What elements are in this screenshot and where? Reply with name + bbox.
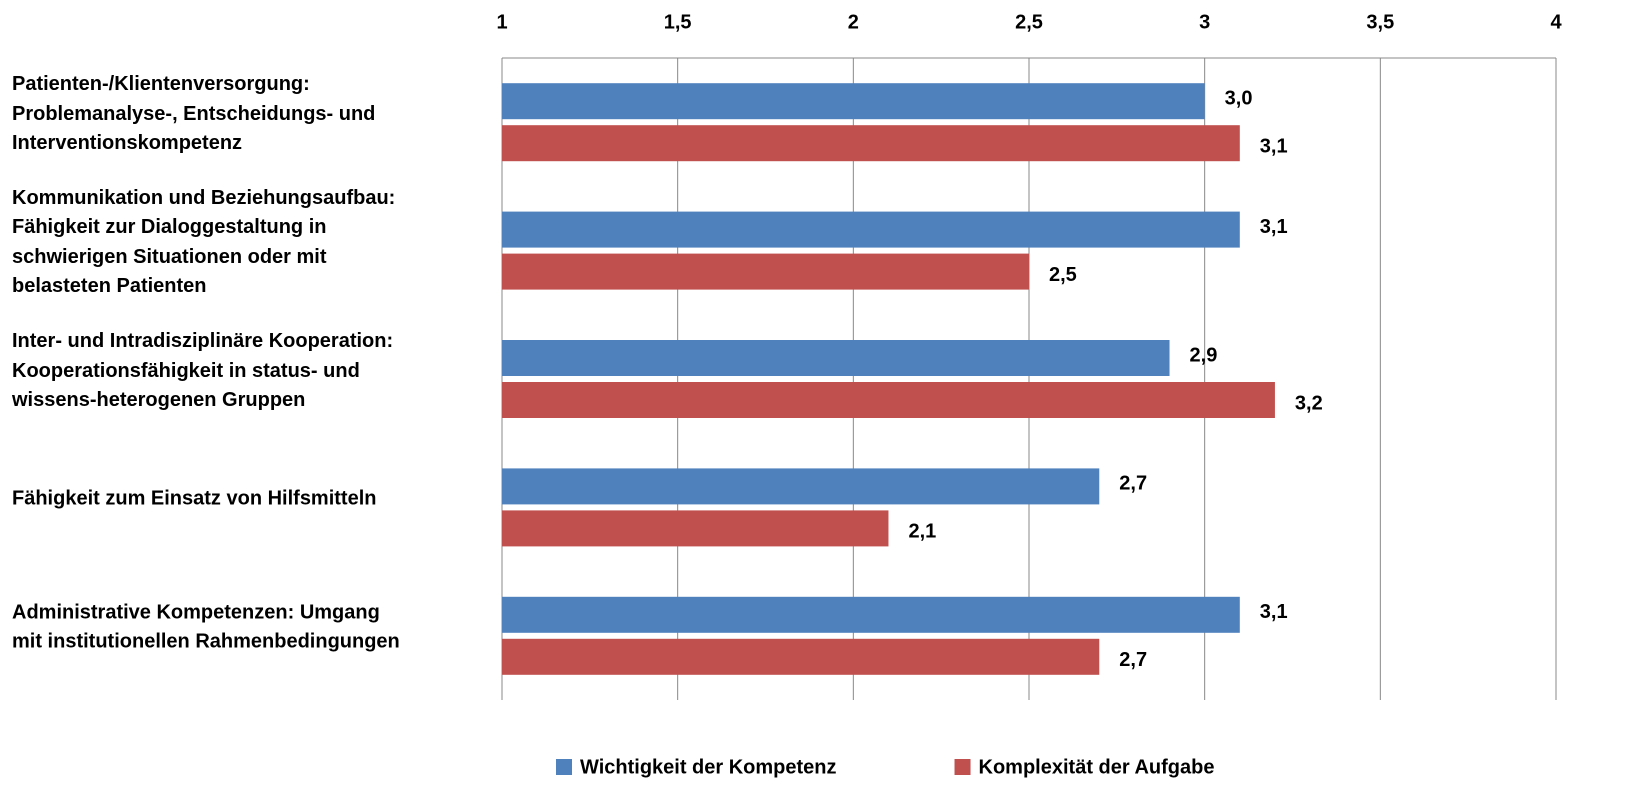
bar <box>502 253 1029 290</box>
data-label: 2,9 <box>1190 344 1218 366</box>
x-tick-label: 1 <box>496 11 507 33</box>
legend-label: Komplexität der Aufgabe <box>979 756 1215 778</box>
bar <box>502 340 1170 376</box>
data-label: 2,5 <box>1049 264 1077 286</box>
data-label: 3,1 <box>1260 135 1288 157</box>
category-label: Patienten-/Klientenversorgung: Probleman… <box>12 72 376 154</box>
legend-label: Wichtigkeit der Kompetenz <box>580 756 837 778</box>
data-label: 3,1 <box>1260 601 1288 623</box>
category-label: Fähigkeit zum Einsatz von Hilfsmitteln <box>12 487 377 510</box>
category-label: Kommunikation und Beziehungsaufbau: Fähi… <box>12 186 396 298</box>
x-tick-label: 2,5 <box>1015 11 1043 33</box>
category-label: Inter- und Intradisziplinäre Kooperation… <box>12 329 394 411</box>
data-label: 2,7 <box>1119 473 1147 495</box>
x-tick-label: 1,5 <box>664 11 692 33</box>
data-label: 2,1 <box>908 521 936 543</box>
bar <box>502 468 1100 505</box>
bar <box>502 125 1240 162</box>
x-tick-label: 3 <box>1199 11 1210 33</box>
x-tick-label: 2 <box>848 11 859 33</box>
x-tick-label: 4 <box>1550 11 1562 33</box>
data-label: 3,2 <box>1295 392 1323 414</box>
category-label: Administrative Kompetenzen: Umgang mit i… <box>12 601 400 653</box>
bar <box>502 510 889 547</box>
data-label: 3,0 <box>1225 87 1253 109</box>
x-tick-label: 3,5 <box>1366 11 1394 33</box>
data-label: 3,1 <box>1260 216 1288 238</box>
legend-swatch <box>954 759 971 775</box>
bar <box>502 211 1240 248</box>
bar <box>502 596 1240 633</box>
bar <box>502 638 1100 675</box>
bar <box>502 83 1205 120</box>
bar <box>502 382 1275 418</box>
legend-swatch <box>556 759 572 775</box>
data-label: 2,7 <box>1119 649 1147 671</box>
